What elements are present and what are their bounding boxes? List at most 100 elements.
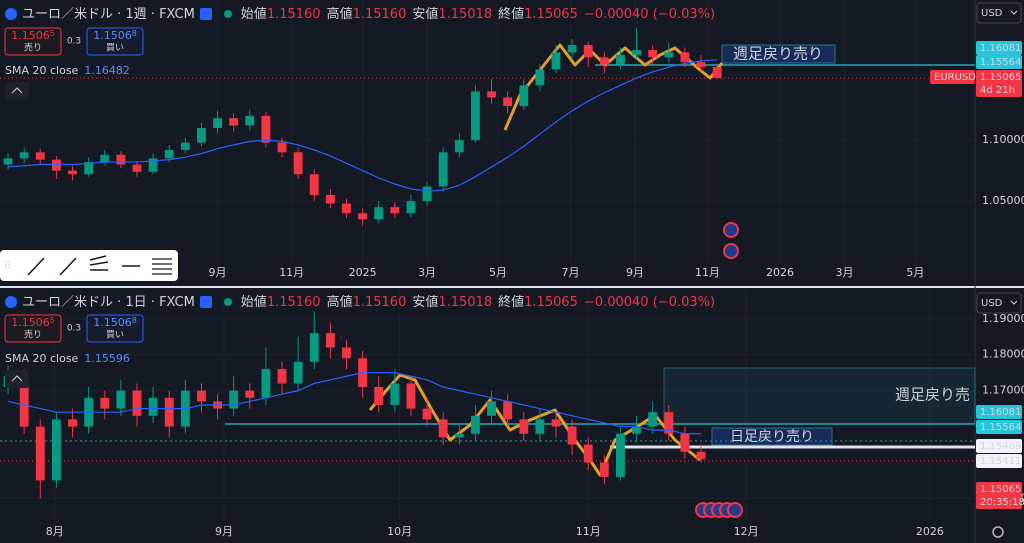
price-label-bg bbox=[976, 405, 1022, 419]
x-tick-label: 8月 bbox=[46, 525, 64, 538]
tool-icon[interactable] bbox=[27, 257, 45, 276]
buy-button[interactable] bbox=[86, 314, 144, 343]
header-line: ユーロ／米ドル · 1週 · FXCM 始値1.15160 高値1.15160 安値1… bbox=[22, 6, 715, 22]
header-line: ユーロ／米ドル · 1日 · FXCM 始値1.15160 高値1.15160 安値1… bbox=[22, 294, 715, 310]
candle-body bbox=[535, 69, 545, 86]
buy-label: 買い bbox=[106, 43, 124, 54]
chevron bbox=[1010, 10, 1018, 15]
buy-button[interactable] bbox=[86, 27, 144, 56]
price: 1.1506 bbox=[11, 316, 50, 329]
event-icon[interactable] bbox=[727, 502, 743, 518]
x-tick-label: 11月 bbox=[576, 525, 601, 538]
currency-select[interactable] bbox=[976, 292, 1022, 314]
collapse-button[interactable] bbox=[5, 82, 29, 100]
candle-body bbox=[309, 333, 319, 362]
price-label: 1.15564 bbox=[980, 422, 1021, 433]
candle-body bbox=[229, 118, 239, 126]
header-text: ユーロ／米ドル · 1日 · FXCM bbox=[22, 295, 195, 310]
candle-body bbox=[632, 49, 642, 55]
flag-icon bbox=[200, 8, 212, 20]
flag-icon bbox=[200, 296, 212, 308]
price: 1.1506 bbox=[93, 316, 132, 329]
candle-body bbox=[438, 152, 448, 187]
event-icon[interactable] bbox=[723, 243, 739, 259]
tool-icon[interactable] bbox=[59, 257, 77, 276]
y-tick-label: 1.19000 bbox=[982, 312, 1024, 325]
price-label: 4d 21h bbox=[980, 85, 1015, 96]
tool-icon[interactable] bbox=[89, 255, 109, 271]
x-tick-label: 12月 bbox=[734, 525, 759, 538]
candle-body bbox=[664, 52, 674, 58]
indicator-value: 1.15596 bbox=[84, 352, 130, 365]
header-text: 高値 bbox=[327, 6, 353, 22]
candle-body bbox=[68, 419, 77, 427]
candle-body bbox=[132, 390, 142, 416]
candle-body bbox=[100, 154, 110, 163]
currency-select[interactable] bbox=[976, 2, 1022, 24]
zone bbox=[663, 367, 976, 425]
candle-body bbox=[680, 52, 690, 63]
candle-body bbox=[261, 369, 271, 398]
status-dot bbox=[224, 298, 232, 306]
chevron bbox=[11, 375, 23, 382]
indicator-name: SMA 20 close bbox=[5, 64, 79, 77]
candle-body bbox=[35, 152, 45, 160]
pip: 5 bbox=[50, 29, 55, 38]
candle-body bbox=[19, 376, 29, 427]
candle-body bbox=[197, 390, 206, 402]
header-text: 1.15160 bbox=[267, 295, 321, 310]
candle-body bbox=[197, 127, 206, 143]
price-label: 1.15065 bbox=[980, 484, 1021, 495]
candle-body bbox=[213, 118, 222, 128]
settings-icon[interactable] bbox=[992, 526, 1004, 538]
candle-body bbox=[519, 419, 529, 434]
tool-icon[interactable] bbox=[152, 258, 172, 275]
y-tick-label: 1.17000 bbox=[982, 384, 1024, 397]
candle-body bbox=[599, 462, 609, 477]
header-text: 終値 bbox=[498, 294, 524, 310]
candle-body bbox=[342, 347, 351, 359]
annotation-box bbox=[711, 427, 833, 446]
candle-body bbox=[229, 390, 239, 409]
chevron bbox=[11, 87, 23, 94]
candle-body bbox=[503, 401, 513, 420]
candle-body bbox=[100, 397, 110, 409]
collapse-button[interactable] bbox=[5, 370, 29, 388]
price-label: 1.15411 bbox=[980, 456, 1021, 467]
sell-button[interactable] bbox=[4, 27, 62, 56]
annotation: 週足戻り売り bbox=[733, 45, 823, 63]
x-tick-label: 11月 bbox=[695, 266, 720, 279]
buy-price: 1.15068 bbox=[93, 29, 137, 43]
candle-body bbox=[503, 97, 513, 107]
header-text: 1.15160 bbox=[353, 295, 407, 310]
candle-body bbox=[358, 213, 368, 220]
header-text: 1.15065 bbox=[524, 295, 578, 310]
candle-body bbox=[3, 158, 13, 165]
chevron bbox=[1010, 300, 1018, 305]
sell-button[interactable] bbox=[4, 314, 62, 343]
x-tick-label: 5月 bbox=[489, 266, 507, 279]
y-tick-label: 1.10000 bbox=[982, 133, 1024, 146]
candle-body bbox=[51, 419, 61, 481]
x-tick-label: 2026 bbox=[916, 525, 944, 538]
price-label-bg bbox=[976, 439, 1022, 453]
event-icon[interactable] bbox=[723, 222, 739, 238]
candle-body bbox=[390, 383, 400, 405]
candle-body bbox=[148, 397, 158, 416]
header-text: 終値 bbox=[498, 6, 524, 22]
candle-body bbox=[35, 426, 45, 481]
price-label-bg bbox=[976, 420, 1022, 434]
candle-body bbox=[293, 152, 303, 175]
hand-drawn-zigzag bbox=[368, 373, 701, 477]
header-text: −0.00040 (−0.03%) bbox=[584, 295, 715, 310]
indicator-legend: SMA 20 close 1.16482 bbox=[5, 64, 130, 77]
candle-body bbox=[680, 433, 690, 452]
candle-body bbox=[470, 415, 480, 434]
indicator-legend: SMA 20 close 1.15596 bbox=[5, 352, 130, 365]
y-tick-label: 1.18000 bbox=[982, 348, 1024, 361]
candle-body bbox=[84, 162, 94, 175]
candle-body bbox=[583, 45, 593, 58]
header-text: 1.15018 bbox=[438, 295, 492, 310]
candle-body bbox=[245, 115, 255, 126]
candle-body bbox=[180, 142, 190, 150]
